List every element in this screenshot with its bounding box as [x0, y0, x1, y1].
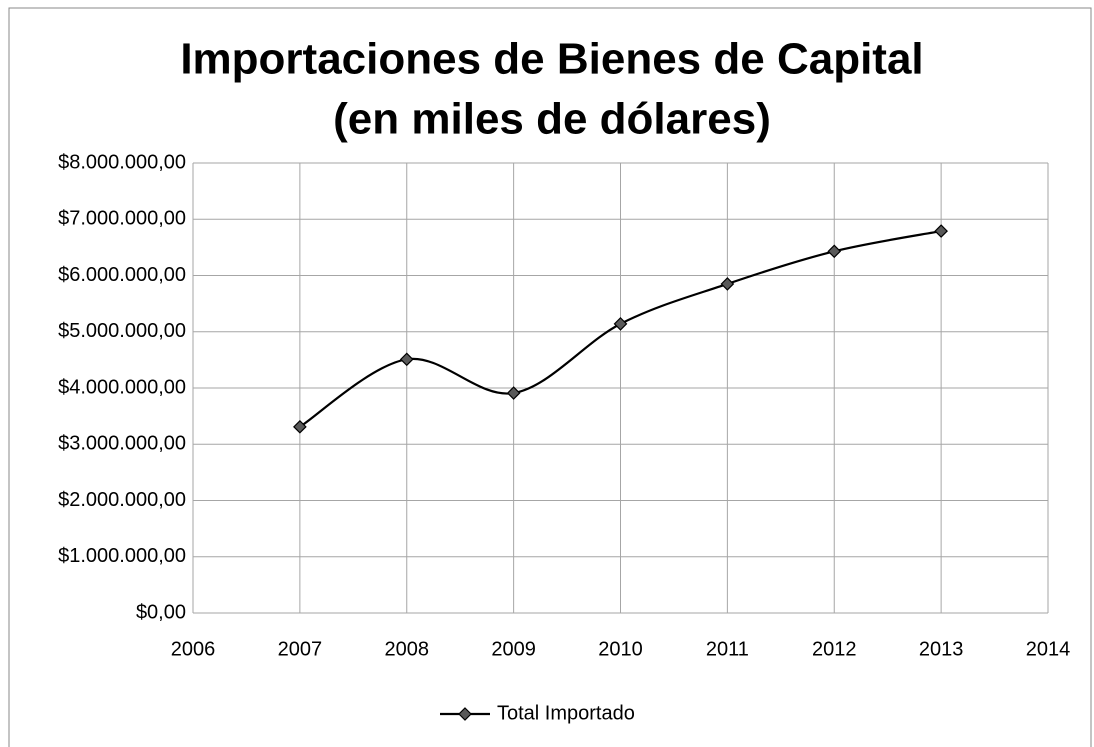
y-tick-label: $4.000.000,00 — [58, 376, 186, 398]
x-tick-label: 2007 — [278, 638, 323, 660]
x-tick-label: 2009 — [491, 638, 536, 660]
marker — [827, 244, 842, 259]
y-tick-label: $6.000.000,00 — [58, 264, 186, 286]
marker — [399, 352, 414, 367]
chart-frame — [8, 7, 1092, 747]
y-tick-label: $3.000.000,00 — [58, 433, 186, 455]
x-tick-label: 2014 — [1026, 638, 1071, 660]
legend-marker — [458, 707, 472, 721]
y-tick-label: $2.000.000,00 — [58, 489, 186, 511]
x-tick-label: 2010 — [598, 638, 643, 660]
x-tick-label: 2006 — [171, 638, 216, 660]
y-tick-label: $1.000.000,00 — [58, 545, 186, 567]
legend-label: Total Importado — [497, 702, 635, 724]
marker — [506, 386, 521, 400]
y-tick-label: $0,00 — [136, 601, 186, 623]
y-tick-label: $5.000.000,00 — [58, 320, 186, 342]
x-tick-label: 2008 — [385, 638, 430, 660]
y-tick-label: $8.000.000,00 — [58, 151, 186, 173]
marker — [720, 277, 735, 291]
x-tick-label: 2012 — [812, 638, 857, 660]
marker — [293, 419, 307, 434]
marker — [934, 224, 948, 238]
chart-title: Importaciones de Bienes de Capital — [180, 35, 923, 84]
chart-title: (en miles de dólares) — [333, 95, 771, 144]
y-tick-label: $7.000.000,00 — [58, 208, 186, 230]
x-tick-label: 2013 — [919, 638, 964, 660]
x-tick-label: 2011 — [706, 638, 749, 660]
marker — [613, 317, 628, 331]
